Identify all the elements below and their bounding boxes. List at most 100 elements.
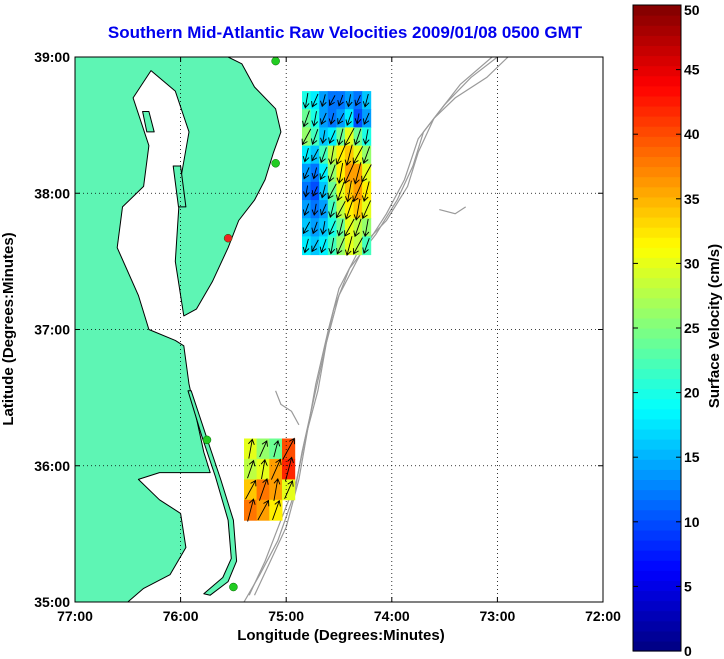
velocity-arrow-northern-6-3 [328,201,335,218]
land-mainland [75,57,282,602]
velocity-arrow-northern-8-2 [319,238,327,254]
colorbar-segment-47 [633,166,681,178]
velocity-arrow-northern-5-6 [352,180,364,203]
colorbar-segment-32 [633,317,681,329]
radar-station-4 [202,435,212,445]
velocity-arrow-northern-6-1 [311,203,319,216]
colorbar-segment-37 [633,267,681,279]
land-island-1 [172,165,187,208]
radar-station-1 [271,57,280,66]
y-axis-ticks: 35:00 36:00 37:00 38:00 39:00 [34,49,603,610]
velocity-arrow-northern-3-4 [335,145,346,166]
colorbar-segment-23 [633,408,681,420]
colorbar-segment-44 [633,196,681,208]
chart-title: Southern Mid-Atlantic Raw Velocities 200… [108,23,583,42]
colorbar-tick-label-5: 25 [684,320,700,336]
velocity-arrow-northern-2-1 [310,129,319,146]
colorbar-tick-label-3: 15 [684,449,700,465]
velocity-arrow-southern-2-1 [258,478,269,501]
velocity-arrow-northern-1-5 [345,111,353,127]
colorbar-segment-54 [633,95,681,107]
velocity-arrow-northern-0-0 [302,92,310,109]
x-tick-label-2: 75:00 [268,608,304,624]
colorbar-segment-15 [633,489,681,501]
colorbar-segment-14 [633,499,681,511]
velocity-arrow-southern-1-0 [247,459,256,479]
velocity-arrow-northern-8-7 [362,238,370,255]
x-tick-label-0: 77:00 [57,608,93,624]
velocity-arrow-northern-6-0 [302,203,310,217]
velocity-arrow-northern-3-2 [319,147,327,164]
colorbar-segment-42 [633,216,681,228]
velocity-arrow-southern-0-0 [248,438,255,459]
velocity-arrow-northern-2-3 [328,130,336,145]
land-mass [75,57,282,602]
colorbar-segment-60 [633,35,681,46]
colorbar-segment-25 [633,388,681,400]
bathymetry-contour-5 [439,206,467,215]
velocity-arrow-southern-2-2 [273,478,281,501]
colorbar-segment-41 [633,227,681,238]
velocity-arrow-northern-8-5 [344,236,353,257]
velocity-arrow-northern-8-6 [352,237,363,255]
velocity-arrow-northern-4-3 [327,164,336,183]
grid-lines [75,57,603,602]
velocity-arrow-northern-3-5 [344,144,353,167]
velocity-arrow-northern-7-6 [353,218,362,238]
colorbar-segment-49 [633,146,681,157]
velocity-arrow-northern-4-5 [343,162,355,184]
colorbar-segment-6 [633,580,681,592]
velocity-arrow-northern-4-0 [302,167,310,180]
velocity-arrow-northern-7-2 [320,221,327,235]
colorbar-segment-55 [633,85,681,97]
colorbar-tick-label-1: 5 [684,578,692,594]
velocity-arrow-southern-2-0 [245,479,257,500]
colorbar-segment-58 [633,55,681,67]
velocity-arrow-northern-0-5 [345,94,353,108]
x-tick-label-5: 72:00 [585,608,621,624]
colorbar-segment-5 [633,590,681,602]
colorbar: 0 5 10 15 20 25 30 35 40 45 50 [632,2,700,659]
bathymetry-contour-3 [248,57,493,596]
velocity-arrow-southern-3-1 [257,499,270,521]
velocity-arrow-northern-8-4 [336,237,345,255]
colorbar-segment-36 [633,277,681,289]
colorbar-segment-11 [633,529,681,541]
colorbar-tick-label-6: 30 [684,255,700,271]
colorbar-segment-10 [633,539,681,551]
colorbar-segment-9 [633,550,681,561]
colorbar-segment-34 [633,297,681,309]
velocity-arrow-northern-5-0 [303,185,310,198]
velocity-arrow-northern-6-6 [353,198,361,221]
velocity-arrow-northern-0-3 [328,95,336,107]
velocity-arrow-northern-8-3 [328,237,336,255]
velocity-arrow-northern-7-1 [311,221,318,235]
velocity-arrow-northern-1-1 [311,111,319,127]
colorbar-segment-39 [633,247,681,258]
colorbar-segment-27 [633,368,681,380]
colorbar-segment-63 [633,5,681,16]
colorbar-segment-0 [633,640,681,652]
velocity-arrow-southern-2-3 [284,480,294,499]
velocity-arrow-northern-4-2 [319,166,328,181]
colorbar-segment-48 [633,156,681,168]
radar-stations [202,57,280,592]
colorbar-segment-16 [633,479,681,491]
velocity-arrow-northern-0-4 [337,94,344,107]
velocity-arrow-northern-6-4 [335,200,346,219]
radar-station-3 [223,233,233,243]
velocity-arrow-northern-6-7 [361,200,372,220]
colorbar-segment-46 [633,176,681,188]
colorbar-segment-20 [633,439,681,450]
velocity-arrow-northern-8-0 [302,238,310,254]
x-tick-label-3: 74:00 [374,608,410,624]
colorbar-segment-18 [633,459,681,470]
colorbar-segment-61 [633,25,681,36]
colorbar-segment-33 [633,307,681,319]
colorbar-segment-30 [633,338,681,349]
velocity-arrow-northern-4-1 [311,167,319,180]
colorbar-segment-52 [633,116,681,127]
velocity-arrow-northern-1-6 [354,113,362,125]
velocity-arrow-northern-5-1 [311,186,319,197]
